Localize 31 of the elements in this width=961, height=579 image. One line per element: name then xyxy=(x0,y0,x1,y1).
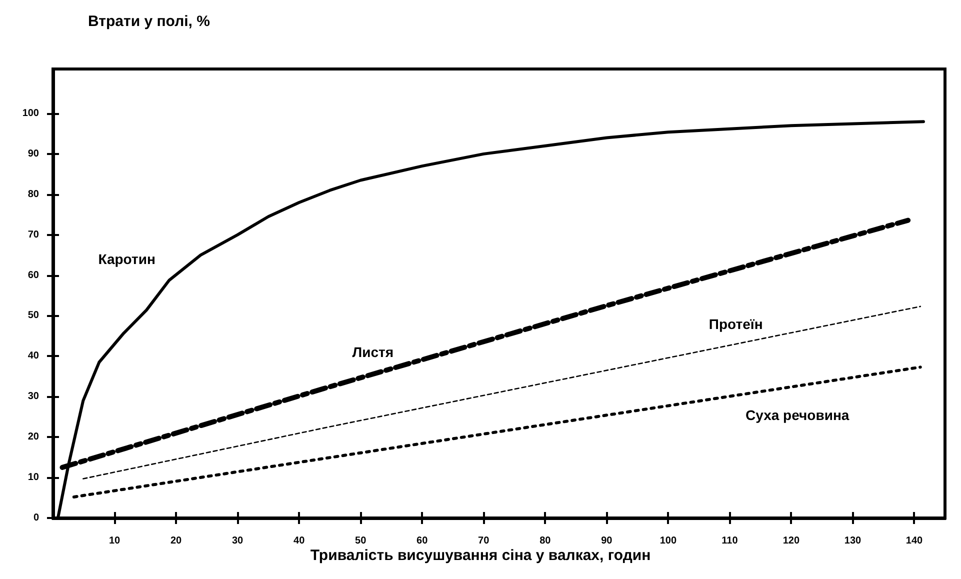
x-tick-label: 130 xyxy=(844,536,862,546)
series-label: Каротин xyxy=(98,251,156,268)
x-tick-label: 30 xyxy=(232,536,244,546)
x-tick-label: 10 xyxy=(108,536,121,546)
x-tick-label: 140 xyxy=(906,536,924,546)
series-label: Протеїн xyxy=(708,316,763,332)
x-tick-label: 80 xyxy=(540,536,552,546)
x-tick-label: 70 xyxy=(478,536,490,546)
x-tick-label: 60 xyxy=(416,536,428,546)
y-tick-label: 60 xyxy=(28,270,40,281)
y-axis-title: Втрати у полі, % xyxy=(88,13,210,30)
x-tick-label: 20 xyxy=(170,536,182,546)
y-tick-label: 90 xyxy=(28,148,40,160)
x-tick-label: 40 xyxy=(294,536,306,546)
x-tick-label: 50 xyxy=(355,536,367,546)
y-tick-label: 80 xyxy=(28,188,40,200)
y-tick-label: 50 xyxy=(28,310,40,322)
y-tick-label: 20 xyxy=(28,432,40,443)
x-tick-label: 100 xyxy=(660,536,677,546)
series-label: Суха речовина xyxy=(746,406,850,423)
y-tick-label: 70 xyxy=(28,229,40,240)
x-tick-label: 90 xyxy=(601,536,613,546)
x-axis-title: Тривалість висушування сіна у валках, годин xyxy=(310,547,651,564)
y-tick-label: 100 xyxy=(22,108,40,119)
y-tick-label: 30 xyxy=(28,391,40,402)
y-tick-label: 0 xyxy=(33,512,40,524)
series-label: Листя xyxy=(352,344,394,360)
x-tick-label: 110 xyxy=(722,536,738,546)
x-tick-label: 120 xyxy=(782,536,800,546)
y-tick-label: 40 xyxy=(28,350,40,362)
y-tick-label: 10 xyxy=(28,472,40,484)
